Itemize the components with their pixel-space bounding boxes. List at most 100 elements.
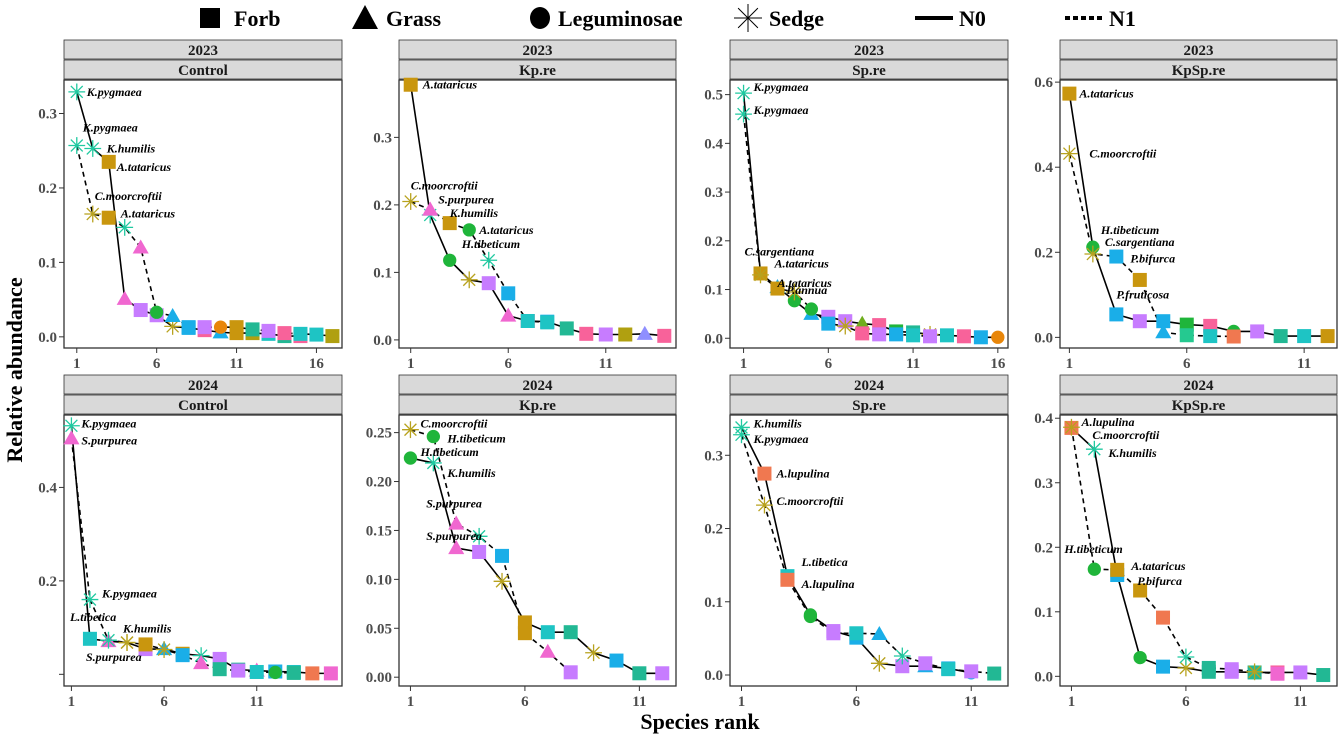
data-point-square <box>849 626 864 641</box>
x-tick-label: 6 <box>825 356 833 372</box>
data-point-asterisk <box>68 137 86 154</box>
data-point-square <box>175 648 190 663</box>
strip-year: 2023 <box>63 39 343 60</box>
x-axis: 1 6 11 <box>407 686 646 710</box>
data-point-square <box>657 328 672 343</box>
species-label: C.sargentiana <box>1105 235 1175 249</box>
species-label: C.moorcroftii <box>95 189 163 203</box>
data-point-square <box>212 662 227 677</box>
y-tick-label: 0.3 <box>1034 476 1053 492</box>
data-point-square <box>403 77 418 92</box>
data-point-square <box>1110 562 1125 577</box>
x-axis: 1 6 11 16 <box>73 348 324 372</box>
legend-asterisk-icon <box>734 4 762 32</box>
species-label: K.humilis <box>1107 446 1157 460</box>
species-label: S.purpurea <box>86 650 142 664</box>
data-point-square <box>1270 666 1285 681</box>
x-axis: 1 6 11 <box>1066 348 1311 372</box>
x-tick-label: 11 <box>632 694 646 710</box>
species-label: K.pygmaea <box>80 417 136 431</box>
y-axis: 0.00 0.05 0.10 0.15 0.20 0.25 <box>366 426 399 686</box>
data-point-square <box>770 281 785 296</box>
species-label: K.humilis <box>122 622 172 636</box>
data-point-square <box>889 327 904 342</box>
x-axis: 1 6 11 <box>407 348 613 372</box>
data-point-square <box>906 328 921 343</box>
data-point-square <box>939 328 954 343</box>
data-point-square <box>293 326 308 341</box>
data-point-triangle <box>448 540 465 555</box>
strip-treatment-label: Kp.re <box>519 398 556 414</box>
data-point-square <box>323 666 338 681</box>
data-point-asterisk <box>164 318 182 335</box>
data-point-square <box>101 154 116 169</box>
strip-treatment-label: KpSp.re <box>1172 398 1226 414</box>
strip-year: 2024 <box>1059 374 1338 395</box>
data-point-square <box>517 626 532 641</box>
data-point-asterisk <box>735 84 752 102</box>
data-point-square <box>826 626 841 641</box>
data-point-asterisk <box>402 193 420 210</box>
y-tick-label: 0.05 <box>366 621 392 637</box>
strip-treatment-label: KpSp.re <box>1172 63 1226 79</box>
data-point-square <box>309 327 324 342</box>
species-label: A.tataricus <box>478 223 534 237</box>
species-label: H.tibeticum <box>1063 542 1122 556</box>
y-tick-label: 0.3 <box>704 185 723 201</box>
data-point-square <box>941 662 956 677</box>
species-label: K.pygmaea <box>86 85 142 99</box>
series-line-n0 <box>742 93 998 339</box>
strip-year-label: 2024 <box>1184 378 1215 394</box>
strip-year-label: 2023 <box>1184 43 1214 59</box>
species-label: A.lupulina <box>775 467 829 481</box>
legend-square-icon <box>200 8 220 28</box>
data-point-circle <box>426 429 440 444</box>
species-label: A.tataricus <box>1130 559 1186 573</box>
y-tick-label: 0.00 <box>366 670 392 686</box>
data-point-square <box>1203 329 1218 344</box>
species-label: A.tataricus <box>422 78 478 92</box>
data-point-square <box>540 315 555 330</box>
strip-treatment-label: Sp.re <box>852 398 886 414</box>
y-tick-label: 0.4 <box>38 480 57 496</box>
data-point-square <box>1062 86 1077 101</box>
data-point-square <box>855 326 870 341</box>
data-point-asterisk <box>118 634 136 651</box>
species-labels: K.pygmaea K.pygmaea K.humilis A.tataricus C.… <box>82 85 176 221</box>
species-label: C.moorcroftii <box>1092 428 1160 442</box>
species-labels: K.pygmaeaK.pygmaeaC.sargentianaA.tataric… <box>745 80 833 297</box>
strip-treatment-label: Kp.re <box>519 63 556 79</box>
data-point-square <box>1250 324 1265 339</box>
x-axis: 1 6 11 16 <box>740 348 1006 372</box>
data-point-asterisk <box>84 205 102 223</box>
y-axis: 0.0 0.1 0.2 0.3 <box>373 130 399 349</box>
data-point-square <box>1293 665 1308 680</box>
data-point-asterisk <box>424 454 442 472</box>
data-point-square <box>1316 668 1331 683</box>
x-tick-label: 6 <box>153 356 161 372</box>
y-tick-label: 0.2 <box>38 181 57 197</box>
data-point-square <box>520 313 535 328</box>
species-label: K.pygmaea <box>82 121 138 135</box>
strip-year: 2024 <box>63 374 343 395</box>
species-label: K.pygmaea <box>101 587 157 601</box>
data-point-square <box>286 665 301 680</box>
data-point-circle <box>1133 650 1147 665</box>
species-label: A.tataricus <box>776 276 832 290</box>
y-axis: 0.2 0.4 <box>38 480 64 675</box>
data-point-square <box>501 286 516 301</box>
y-tick-label: 0.1 <box>704 595 723 611</box>
data-point-square <box>101 210 116 225</box>
data-point-square <box>540 625 555 640</box>
data-point-square <box>472 544 487 559</box>
data-point-square <box>517 615 532 630</box>
species-label: K.pygmaea <box>752 432 808 446</box>
data-point-square <box>609 653 624 668</box>
strip-year-label: 2024 <box>523 378 554 394</box>
y-tick-label: 0.0 <box>38 330 57 346</box>
species-label: A.tataricus <box>116 160 172 174</box>
data-point-triangle <box>116 290 133 305</box>
data-point-square <box>1179 317 1194 332</box>
